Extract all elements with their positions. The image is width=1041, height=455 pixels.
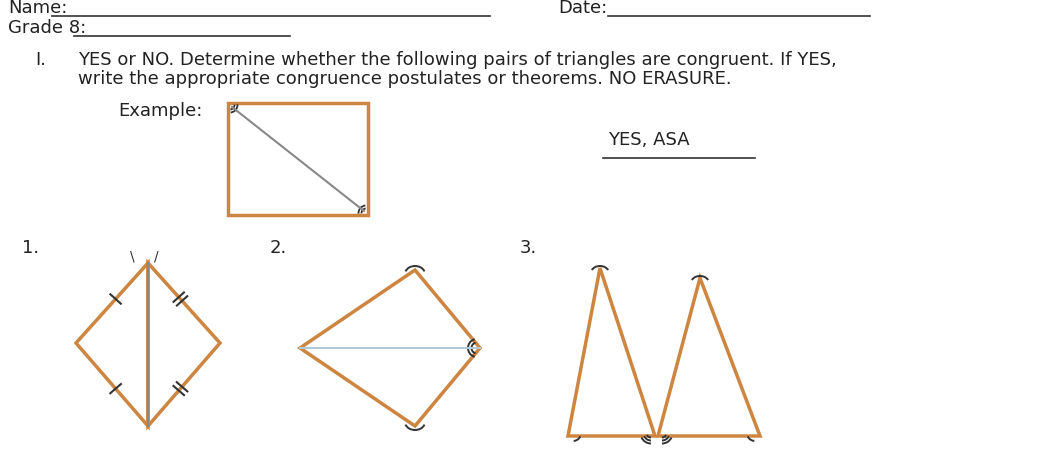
Text: /: / bbox=[154, 250, 158, 264]
Text: YES, ASA: YES, ASA bbox=[608, 131, 689, 149]
Text: YES or NO. Determine whether the following pairs of triangles are congruent. If : YES or NO. Determine whether the followi… bbox=[78, 51, 837, 69]
Text: 1.: 1. bbox=[22, 239, 40, 257]
Text: Date:: Date: bbox=[558, 0, 607, 17]
Text: I.: I. bbox=[35, 51, 46, 69]
Text: Grade 8:: Grade 8: bbox=[8, 19, 86, 37]
Text: \: \ bbox=[130, 250, 134, 264]
Text: write the appropriate congruence postulates or theorems. NO ERASURE.: write the appropriate congruence postula… bbox=[78, 70, 732, 88]
Text: Example:: Example: bbox=[118, 102, 202, 120]
Text: 2.: 2. bbox=[270, 239, 287, 257]
Text: 3.: 3. bbox=[520, 239, 537, 257]
Text: Name:: Name: bbox=[8, 0, 68, 17]
